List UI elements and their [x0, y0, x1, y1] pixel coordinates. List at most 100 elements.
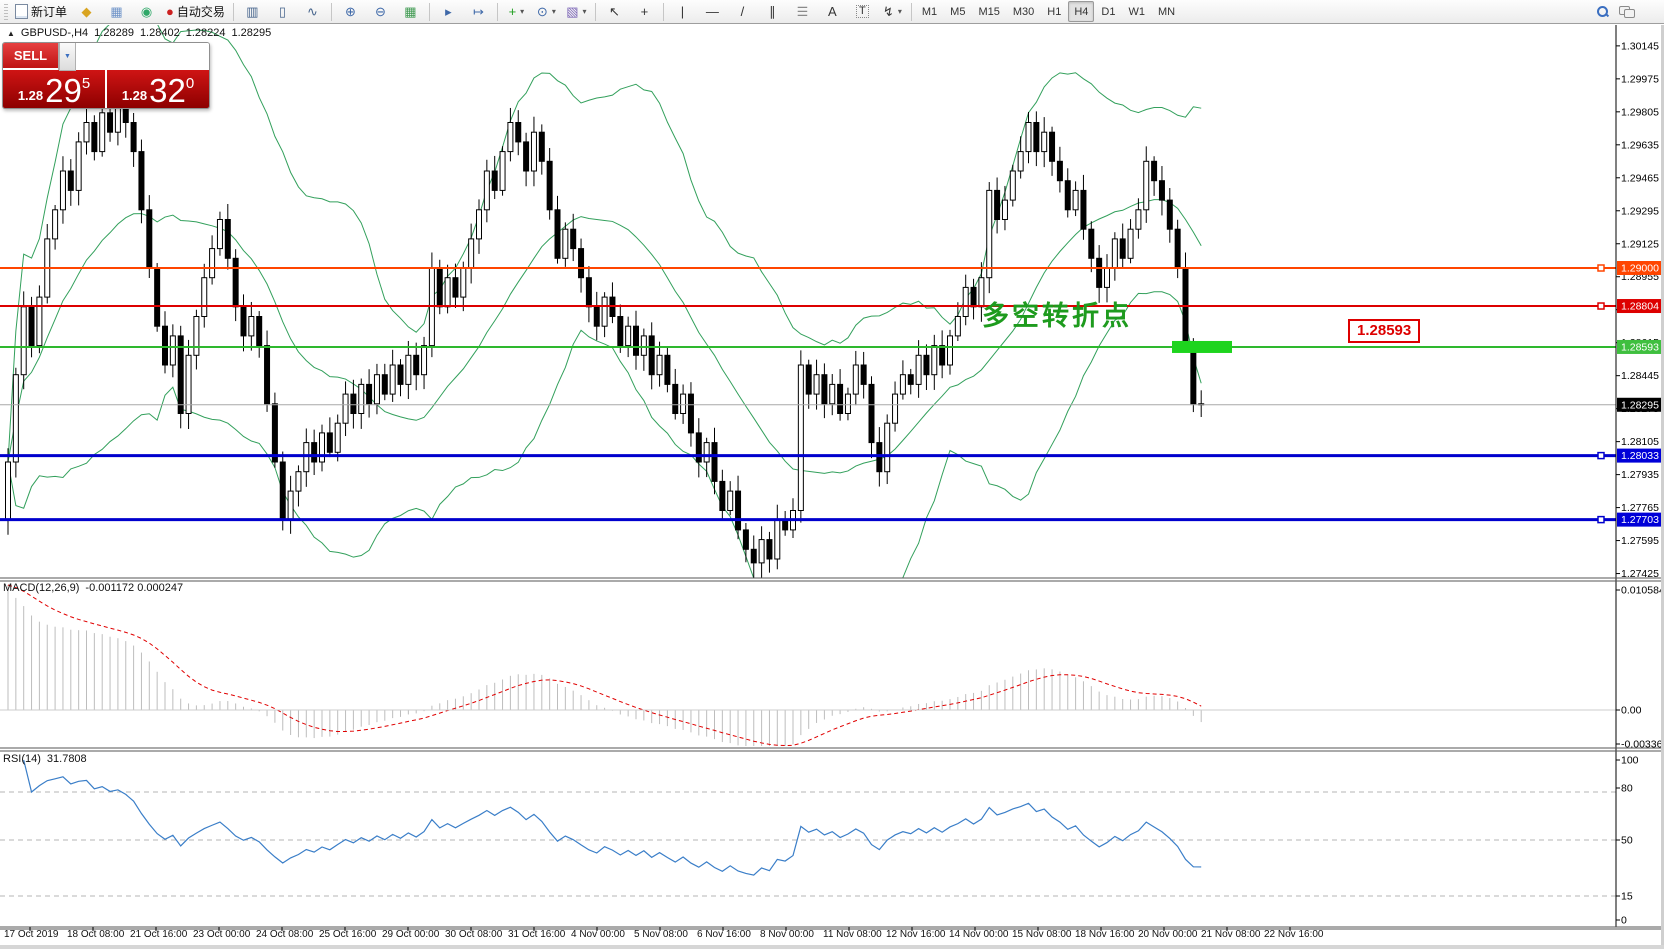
trendline-button[interactable]: /: [728, 0, 757, 23]
zoom-out-button[interactable]: ⊖: [366, 0, 395, 23]
time-axis-label: 21 Nov 08:00: [1201, 929, 1261, 940]
arrows-icon: ↯: [882, 4, 894, 19]
crosshair-icon: +: [640, 4, 649, 19]
macd-name: MACD(12,26,9): [3, 582, 80, 594]
timeframe-m30-button[interactable]: M30: [1012, 5, 1035, 18]
timeframe-m15-button[interactable]: M15: [978, 5, 1000, 18]
crosshair-button[interactable]: +: [630, 0, 659, 23]
toolbar-separator: [496, 2, 498, 21]
volume-down-button[interactable]: ▼: [59, 43, 76, 71]
arrows-button[interactable]: ↯ ▾: [878, 0, 907, 23]
svg-text:1.29465: 1.29465: [1621, 172, 1659, 184]
svg-text:1.27595: 1.27595: [1621, 535, 1659, 547]
price-level-callout[interactable]: 1.28593: [1348, 319, 1421, 343]
hline-handle[interactable]: [1597, 302, 1605, 310]
tile-windows-button[interactable]: ▦: [396, 0, 425, 23]
periods-button[interactable]: ⊙ ▾: [532, 0, 561, 23]
time-axis-label: 11 Nov 08:00: [823, 929, 882, 940]
timeframe-m5-button[interactable]: M5: [950, 5, 966, 18]
sell-button[interactable]: SELL: [3, 43, 58, 70]
timeframe-w1-button[interactable]: W1: [1128, 5, 1145, 18]
rsi-name: RSI(14): [3, 753, 41, 765]
macd-signal-line: [7, 584, 1202, 747]
time-axis-label: 24 Oct 08:00: [256, 929, 314, 940]
chart-annotation-text[interactable]: 多空转折点: [982, 301, 1132, 332]
svg-text:1.28105: 1.28105: [1621, 436, 1659, 448]
signals-button[interactable]: ◉: [132, 0, 161, 23]
buy-price-big: 32: [149, 71, 186, 109]
time-axis-label: 4 Nov 00:00: [571, 929, 625, 940]
autotrade-button[interactable]: ● 自动交易: [162, 0, 229, 23]
symbol-period-label: GBPUSD-,H4: [20, 27, 89, 39]
volume-input[interactable]: [76, 48, 209, 65]
timeframe-h4-button[interactable]: H4: [1068, 1, 1095, 22]
chevron-down-icon: ▾: [551, 7, 556, 16]
timeframe-d1-button[interactable]: D1: [1101, 5, 1116, 18]
time-axis-label: 30 Oct 08:00: [445, 929, 503, 940]
rsi-pane-label: RSI(14) 31.7808: [3, 753, 87, 765]
cursor-button[interactable]: ↖: [600, 0, 629, 23]
line-chart-button[interactable]: ∿: [298, 0, 327, 23]
hline-handle[interactable]: [1597, 264, 1605, 272]
buy-price-prefix: 1.28: [121, 88, 148, 103]
periods-icon: ⊙: [536, 4, 548, 19]
window-bottom-frame: [0, 945, 1664, 949]
market-watch-button[interactable]: ▦: [102, 0, 131, 23]
new-order-button[interactable]: 新订单: [11, 0, 71, 23]
text-button[interactable]: A: [818, 0, 847, 23]
horizontal-line-button[interactable]: —: [698, 0, 727, 23]
auto-scroll-button[interactable]: ▸: [434, 0, 463, 23]
rsi-pane[interactable]: [0, 759, 1616, 897]
fibonacci-button[interactable]: ☰: [788, 0, 817, 23]
new-order-button-label: 新订单: [31, 5, 68, 19]
buy-price-sup: 0: [185, 75, 195, 92]
zoom-in-button[interactable]: ⊕: [336, 0, 365, 23]
hline-handle[interactable]: [1597, 451, 1605, 460]
collapse-arrow-icon[interactable]: ▲: [7, 28, 15, 38]
chat-icon[interactable]: [1619, 5, 1635, 18]
time-axis-label: 17 Oct 2019: [4, 929, 59, 940]
vertical-line-button[interactable]: |: [668, 0, 697, 23]
hline-handle[interactable]: [1597, 515, 1605, 524]
toolbar-separator: [330, 2, 332, 21]
profiles-button[interactable]: ◆: [72, 0, 101, 23]
market-watch-icon: ▦: [110, 4, 123, 19]
timeframe-h1-button[interactable]: H1: [1047, 5, 1062, 18]
chart-symbol-header: ▲ GBPUSD-,H4 1.28289 1.28402 1.28224 1.2…: [7, 27, 271, 39]
toolbar-drag-handle[interactable]: [4, 3, 8, 20]
timeframe-m1-button[interactable]: M1: [921, 5, 938, 18]
chart-shift-button[interactable]: ↦: [464, 0, 493, 23]
cursor-icon: ↖: [608, 4, 620, 19]
macd-pane[interactable]: [0, 584, 1616, 747]
candlestick-chart-button[interactable]: ▯: [268, 0, 297, 23]
chevron-down-icon: ▾: [897, 7, 902, 16]
time-axis-label: 14 Nov 00:00: [949, 929, 1009, 940]
time-axis-label: 5 Nov 08:00: [634, 929, 688, 940]
text-icon: A: [828, 4, 837, 19]
price-axis[interactable]: 1.30145 1.29975 1.29805 1.29635 1.29465 1.292…: [0, 25, 1664, 931]
time-axis-label: 23 Oct 00:00: [193, 929, 251, 940]
svg-text:0: 0: [1621, 915, 1627, 927]
indicators-button[interactable]: + ▾: [502, 0, 531, 23]
buy-price-display[interactable]: 1.28 32 0: [107, 70, 209, 108]
svg-text:1.28804: 1.28804: [1621, 301, 1659, 313]
timeframe-mn-button[interactable]: MN: [1157, 5, 1176, 18]
templates-button[interactable]: ▧ ▾: [562, 0, 591, 23]
svg-text:1.28033: 1.28033: [1621, 450, 1659, 462]
sell-price-display[interactable]: 1.28 29 5: [3, 70, 107, 108]
text-label-button[interactable]: T: [848, 0, 877, 23]
time-axis-label: 8 Nov 00:00: [760, 929, 814, 940]
vertical-line-icon: |: [680, 4, 685, 19]
main-chart-pane[interactable]: [0, 7, 1616, 611]
svg-text:1.29000: 1.29000: [1621, 263, 1659, 275]
channel-button[interactable]: ∥: [758, 0, 787, 23]
svg-text:100: 100: [1621, 755, 1639, 767]
channel-icon: ∥: [769, 4, 776, 19]
turning-point-marker[interactable]: [1172, 340, 1232, 353]
time-axis[interactable]: 17 Oct 2019 18 Oct 08:00 21 Oct 16:00 23 Oc…: [0, 929, 1610, 945]
trendline-icon: /: [740, 4, 745, 19]
bar-chart-button[interactable]: ▥: [238, 0, 267, 23]
search-icon[interactable]: [1596, 5, 1609, 18]
one-click-trading-panel: SELL ▼ ▲ BUY 1.28 29 5 1.28 32 0: [2, 42, 210, 109]
